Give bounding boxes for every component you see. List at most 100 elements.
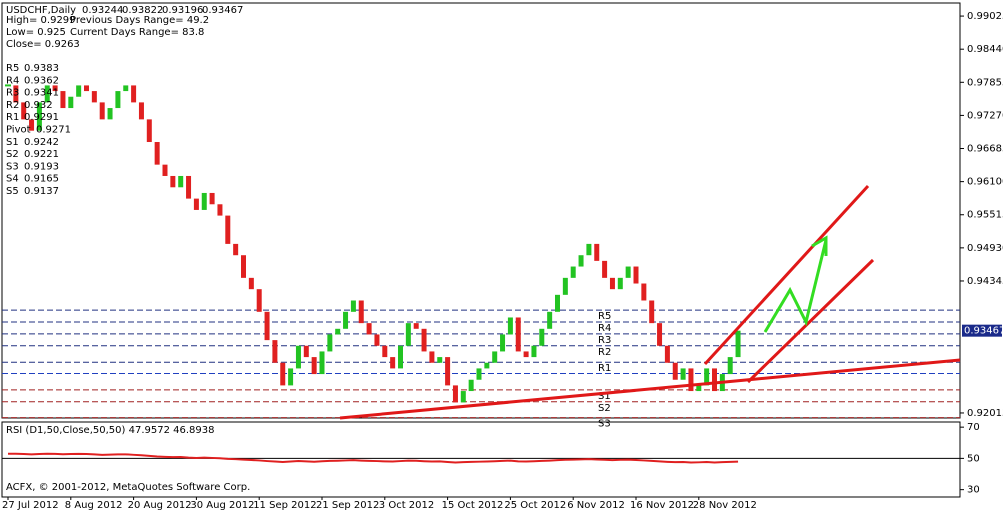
candle [657, 323, 663, 346]
candle [390, 357, 396, 369]
candle [704, 368, 710, 386]
candle [735, 330, 741, 358]
pivot-name: S2 [6, 149, 19, 160]
x-tick-label: 20 Aug 2012 [128, 500, 192, 511]
pivot-name: R5 [6, 63, 19, 74]
pivot-value: 0.9165 [24, 174, 59, 185]
candle [60, 91, 66, 109]
candle [272, 340, 278, 363]
candle [688, 368, 694, 392]
candle [13, 85, 19, 103]
pivot-tag: R3 [598, 335, 611, 346]
x-tick-label: 16 Nov 2012 [630, 500, 694, 511]
pivot-tag: R2 [598, 347, 611, 358]
candle [641, 283, 647, 301]
candle [209, 192, 215, 205]
info: Close= 0.9263 [6, 39, 80, 50]
x-tick-label: 15 Oct 2012 [442, 500, 504, 511]
arrow-head [811, 235, 828, 256]
candle [570, 266, 576, 278]
y-tick-label: 0.96685 [967, 144, 1003, 155]
rsi-line [8, 452, 739, 464]
pivot-value: 0.9291 [24, 112, 59, 123]
info: High= 0.9299 [6, 15, 76, 26]
candle [586, 243, 592, 256]
pivot-name: R3 [6, 88, 19, 99]
candle [264, 311, 270, 341]
pivot-name: S4 [6, 174, 19, 185]
pivot-tag: S3 [598, 419, 611, 430]
pivot-name: S1 [6, 137, 19, 148]
candle [625, 266, 631, 278]
candle [146, 119, 152, 143]
pivot-value: 0.9193 [24, 161, 59, 172]
candle [154, 142, 160, 165]
candle [319, 351, 325, 375]
pivot-value: 0.9137 [24, 186, 59, 197]
ohlc-value: 0.93822 [122, 5, 163, 16]
candle [99, 102, 105, 120]
candle [429, 351, 435, 363]
price-label: 0.93467 [964, 326, 1003, 337]
candle [437, 357, 443, 363]
candle [68, 96, 74, 109]
candle [248, 277, 254, 290]
candle [131, 85, 137, 103]
candle [460, 391, 466, 403]
candle [327, 334, 333, 352]
candle [468, 379, 474, 392]
rsi-tick-label: 70 [967, 422, 980, 433]
pivot-name: R1 [6, 112, 19, 123]
candle [594, 243, 600, 261]
candle [664, 345, 670, 363]
y-tick-label: 0.94345 [967, 276, 1003, 287]
candle [21, 102, 27, 120]
candle [578, 255, 584, 267]
rsi-panel [1, 421, 961, 498]
candle [123, 85, 129, 92]
x-tick-label: 11 Sep 2012 [253, 500, 316, 511]
info: Low= 0.925 [6, 27, 66, 38]
candle [29, 119, 35, 131]
candle [523, 351, 529, 358]
candle [382, 345, 388, 358]
info: Previous Days Range= 49.2 [70, 15, 209, 26]
candle [52, 85, 58, 92]
pivot-tag: R1 [598, 363, 611, 374]
candle [303, 345, 309, 358]
channel-line [746, 258, 875, 384]
forecast-arrow [763, 239, 828, 333]
pivot-tag: S1 [598, 391, 611, 402]
info: Current Days Range= 83.8 [70, 27, 204, 38]
candle [405, 323, 411, 346]
candle [712, 368, 717, 392]
candle [201, 192, 207, 210]
candle [421, 328, 427, 352]
pivot-value: 0.932 [24, 100, 53, 111]
x-tick-label: 6 Nov 2012 [567, 500, 625, 511]
candle [492, 351, 498, 363]
candle [539, 328, 545, 346]
candle [476, 368, 482, 380]
candle [241, 255, 246, 278]
candle [170, 175, 176, 188]
candle [445, 357, 451, 386]
candle [696, 385, 702, 392]
ohlc-value: 0.93244 [82, 5, 123, 16]
candle [107, 108, 113, 120]
candle [138, 102, 144, 120]
ohlc-value: 0.93196 [162, 5, 203, 16]
pivot-name: R2 [6, 100, 19, 111]
pivot-name: Pivot [6, 125, 31, 136]
pivot-name: S3 [6, 161, 19, 172]
candle [350, 300, 356, 312]
candle [335, 328, 341, 335]
candle [633, 266, 639, 284]
ohlc-value: 0.93467 [202, 5, 243, 16]
candle [193, 198, 199, 210]
